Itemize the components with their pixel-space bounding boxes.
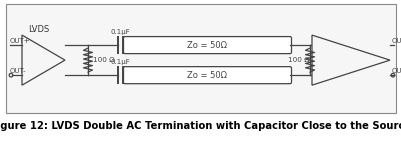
Polygon shape xyxy=(22,35,65,85)
Text: OUT+: OUT+ xyxy=(391,38,401,44)
Text: 100 Ω: 100 Ω xyxy=(93,57,114,63)
Text: 0.1μF: 0.1μF xyxy=(110,59,130,65)
Text: OUT-: OUT- xyxy=(10,68,26,74)
Text: 0.1μF: 0.1μF xyxy=(110,29,130,35)
FancyBboxPatch shape xyxy=(123,37,291,54)
Text: Zo = 50Ω: Zo = 50Ω xyxy=(187,41,227,50)
Text: LVDS: LVDS xyxy=(28,25,49,34)
Text: Figure 12: LVDS Double AC Termination with Capacitor Close to the Source: Figure 12: LVDS Double AC Termination wi… xyxy=(0,121,401,131)
Text: Zo = 50Ω: Zo = 50Ω xyxy=(187,71,227,80)
FancyBboxPatch shape xyxy=(123,67,291,84)
Polygon shape xyxy=(311,35,389,85)
Text: OUT-: OUT- xyxy=(391,68,401,74)
Text: OUT+: OUT+ xyxy=(10,38,30,44)
Text: 100 Ω: 100 Ω xyxy=(287,57,309,63)
